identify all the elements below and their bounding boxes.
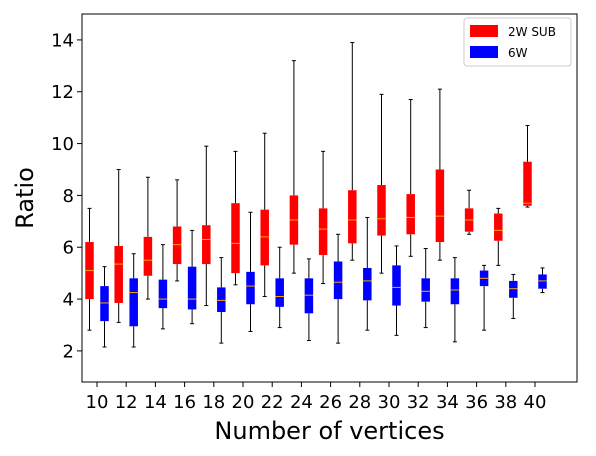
box-body xyxy=(494,213,503,241)
box-6w-32 xyxy=(421,248,430,329)
x-tick-label: 20 xyxy=(232,392,255,413)
box-6w-18 xyxy=(217,257,226,344)
box-body xyxy=(363,267,372,301)
y-tick-label: 4 xyxy=(63,290,74,311)
box-body xyxy=(318,208,328,256)
box-6w-26 xyxy=(333,233,343,344)
x-tick-label: 12 xyxy=(115,392,138,413)
y-tick-label: 14 xyxy=(51,30,74,51)
box-body xyxy=(333,261,343,300)
box-body xyxy=(143,236,153,276)
x-tick-label: 30 xyxy=(378,392,401,413)
box-2w-sub-36 xyxy=(464,189,474,235)
box-6w-36 xyxy=(479,264,489,331)
box-6w-30 xyxy=(392,245,401,336)
x-tick-label: 34 xyxy=(436,392,459,413)
box-body xyxy=(509,280,518,298)
box-body xyxy=(377,185,386,236)
box-2w-sub-18 xyxy=(202,145,211,307)
box-body xyxy=(187,266,197,310)
boxes-layer xyxy=(85,42,547,348)
box-2w-sub-40 xyxy=(523,124,532,208)
box-2w-sub-12 xyxy=(114,168,123,323)
x-tick-label: 40 xyxy=(524,392,547,413)
box-2w-sub-26 xyxy=(318,150,328,285)
box-2w-sub-38 xyxy=(494,207,503,266)
x-axis-ticks: 10 12 14 16 18 20 22 24 26 28 30 32 34 36 38 40 xyxy=(86,382,547,413)
box-6w-12 xyxy=(129,253,138,348)
x-tick-label: 32 xyxy=(407,392,430,413)
box-body xyxy=(435,169,445,243)
x-tick-label: 36 xyxy=(465,392,488,413)
box-body xyxy=(231,203,240,274)
legend-swatch-2w-sub xyxy=(470,25,498,37)
x-tick-label: 16 xyxy=(173,392,196,413)
box-2w-sub-14 xyxy=(143,176,153,300)
box-2w-sub-34 xyxy=(435,88,445,261)
plot-area xyxy=(82,14,577,382)
x-tick-label: 28 xyxy=(348,392,371,413)
y-axis-label: Ratio xyxy=(11,167,39,229)
x-tick-label: 10 xyxy=(86,392,109,413)
legend-label-2w-sub: 2W SUB xyxy=(508,25,556,39)
box-6w-16 xyxy=(187,229,197,325)
box-body xyxy=(406,194,415,235)
y-tick-label: 6 xyxy=(63,238,74,259)
y-axis-ticks: 2 4 6 8 10 12 14 xyxy=(51,30,82,362)
box-body xyxy=(158,279,168,309)
legend-swatch-6w xyxy=(470,46,498,58)
box-6w-24 xyxy=(304,258,314,342)
box-body xyxy=(348,190,357,244)
box-6w-22 xyxy=(275,246,284,329)
box-body xyxy=(275,278,284,307)
box-body xyxy=(217,287,226,313)
box-6w-10 xyxy=(100,266,109,348)
box-body xyxy=(304,278,314,314)
y-tick-label: 2 xyxy=(63,341,74,362)
box-2w-sub-32 xyxy=(406,99,415,257)
box-body xyxy=(202,225,211,265)
x-tick-label: 24 xyxy=(290,392,313,413)
box-body xyxy=(421,278,430,302)
box-2w-sub-30 xyxy=(377,93,386,274)
box-6w-28 xyxy=(363,216,372,331)
box-2w-sub-28 xyxy=(348,42,357,261)
box-6w-20 xyxy=(246,211,255,332)
box-body xyxy=(129,278,138,327)
box-body xyxy=(114,245,123,303)
box-2w-sub-16 xyxy=(172,179,182,282)
x-tick-label: 38 xyxy=(494,392,517,413)
box-body xyxy=(523,161,532,206)
y-tick-label: 12 xyxy=(51,82,74,103)
x-tick-label: 18 xyxy=(202,392,225,413)
x-tick-label: 26 xyxy=(319,392,342,413)
box-2w-sub-10 xyxy=(85,207,94,331)
legend-label-6w: 6W xyxy=(508,46,528,60)
box-2w-sub-20 xyxy=(231,150,240,286)
box-body xyxy=(260,209,269,266)
box-6w-34 xyxy=(450,257,460,343)
box-body xyxy=(172,226,182,265)
box-body xyxy=(246,271,255,305)
box-body xyxy=(100,286,109,322)
legend: 2W SUB 6W xyxy=(463,17,572,67)
box-6w-14 xyxy=(158,244,168,330)
y-tick-label: 8 xyxy=(63,186,74,207)
x-tick-label: 22 xyxy=(261,392,284,413)
box-body xyxy=(538,274,547,289)
x-tick-label: 14 xyxy=(144,392,167,413)
box-body xyxy=(450,278,460,305)
box-6w-38 xyxy=(509,273,518,320)
y-tick-label: 10 xyxy=(51,134,74,155)
x-axis-label: Number of vertices xyxy=(214,417,444,445)
box-2w-sub-22 xyxy=(260,132,269,297)
plot-frame xyxy=(81,13,578,383)
box-6w-40 xyxy=(538,267,547,294)
box-body xyxy=(392,265,401,306)
box-2w-sub-24 xyxy=(289,60,299,274)
